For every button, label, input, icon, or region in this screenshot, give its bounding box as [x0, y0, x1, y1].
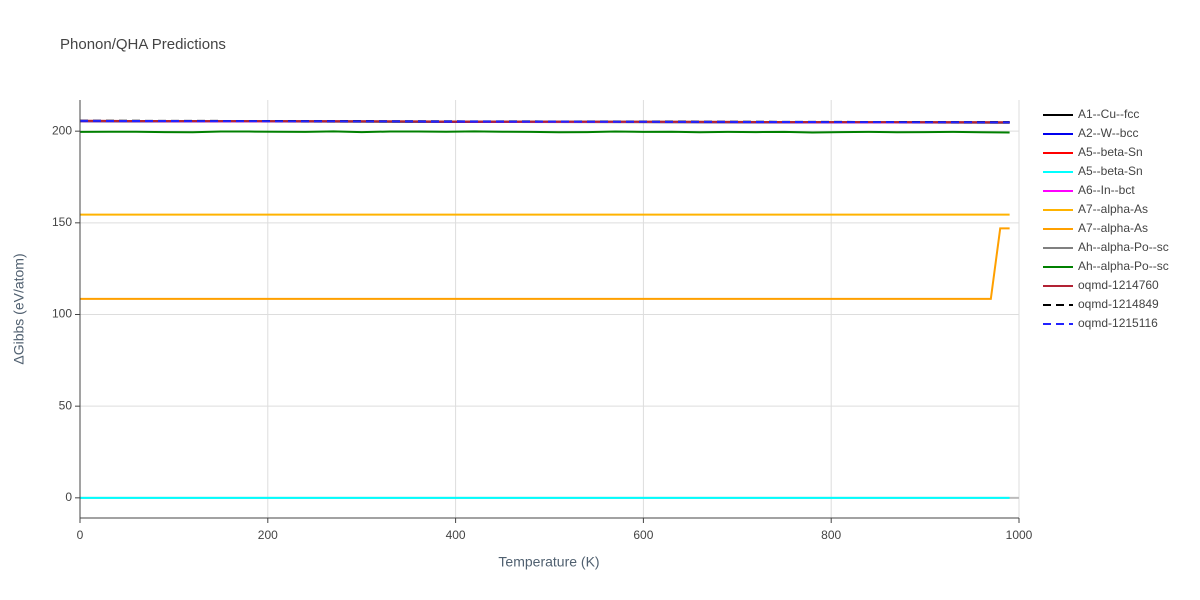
legend-label: A5--beta-Sn [1078, 164, 1143, 178]
x-tick-label: 400 [446, 528, 466, 542]
y-axis-title: ΔGibbs (eV/atom) [11, 253, 27, 364]
legend-label: A6--In--bct [1078, 183, 1135, 197]
x-tick-label: 0 [77, 528, 84, 542]
y-tick-label: 150 [52, 215, 72, 229]
legend-item[interactable]: oqmd-1214849 [1043, 297, 1159, 311]
axes: 0 200 400 600 800 1000 0 50 100 150 200 [52, 100, 1033, 542]
chart-title: Phonon/QHA Predictions [60, 36, 226, 53]
x-tick-label: 200 [258, 528, 278, 542]
legend-item[interactable]: oqmd-1215116 [1043, 316, 1158, 330]
legend-label: Ah--alpha-Po--sc [1078, 259, 1169, 273]
legend-item[interactable]: A6--In--bct [1043, 183, 1135, 197]
legend-item[interactable]: A5--beta-Sn [1043, 145, 1143, 159]
legend-label: A5--beta-Sn [1078, 145, 1143, 159]
legend-label: A1--Cu--fcc [1078, 107, 1139, 121]
legend-item[interactable]: A7--alpha-As [1043, 202, 1148, 216]
legend-item[interactable]: A2--W--bcc [1043, 126, 1138, 140]
legend-item[interactable]: oqmd-1214760 [1043, 278, 1159, 292]
legend-item[interactable]: Ah--alpha-Po--sc [1043, 259, 1169, 273]
legend-label: oqmd-1214760 [1078, 278, 1159, 292]
plot-lines [79, 119, 1010, 499]
y-tick-label: 0 [65, 490, 72, 504]
y-tick-label: 100 [52, 307, 72, 321]
legend-item[interactable]: A7--alpha-As [1043, 221, 1148, 235]
legend-item[interactable]: A1--Cu--fcc [1043, 107, 1139, 121]
legend-label: A7--alpha-As [1078, 221, 1148, 235]
y-tick-label: 200 [52, 123, 72, 137]
series-line [80, 227, 1010, 300]
series-line [79, 119, 1010, 124]
series-line [79, 130, 1010, 134]
legend: A1--Cu--fcc A2--W--bcc A5--beta-Sn A5--beta… [1043, 107, 1169, 330]
x-axis-title: Temperature (K) [498, 554, 599, 570]
legend-label: oqmd-1215116 [1078, 316, 1158, 330]
x-tick-label: 600 [633, 528, 653, 542]
x-tick-label: 1000 [1006, 528, 1033, 542]
legend-item[interactable]: Ah--alpha-Po--sc [1043, 240, 1169, 254]
legend-label: A7--alpha-As [1078, 202, 1148, 216]
legend-label: A2--W--bcc [1078, 126, 1138, 140]
legend-label: oqmd-1214849 [1078, 297, 1159, 311]
legend-label: Ah--alpha-Po--sc [1078, 240, 1169, 254]
y-tick-label: 50 [59, 398, 73, 412]
legend-item[interactable]: A5--beta-Sn [1043, 164, 1143, 178]
x-tick-label: 800 [821, 528, 841, 542]
